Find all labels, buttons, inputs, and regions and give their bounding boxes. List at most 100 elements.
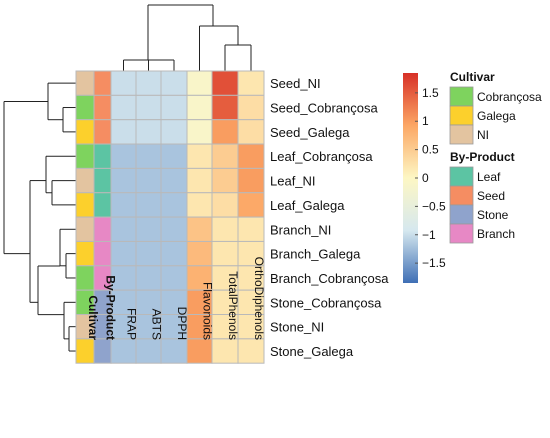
heatmap-cell	[211, 216, 239, 242]
heatmap-cell	[211, 143, 239, 169]
legend-swatch	[449, 124, 474, 145]
heatmap-cell	[186, 192, 213, 218]
annotation-cell	[75, 338, 95, 364]
legend-swatch	[449, 105, 474, 126]
heatmap-cell	[160, 192, 188, 218]
heatmap-cell	[237, 338, 265, 364]
legend-label: Branch	[477, 227, 515, 241]
heatmap-cell	[135, 143, 162, 169]
heatmap-cell	[186, 167, 213, 194]
annotation-cell	[93, 240, 112, 267]
row-label: Stone_Galega	[270, 344, 354, 359]
column-label: OrthoDiphenols	[252, 257, 266, 340]
legend-swatch	[449, 86, 474, 107]
row-labels: Seed_NI Seed_Cobrançosa Seed_Galega Leaf_Co…	[270, 76, 389, 359]
legend-label: Seed	[477, 189, 505, 203]
legend-swatch	[449, 185, 474, 206]
row-label: Branch_Galega	[270, 247, 361, 262]
heatmap-cell	[160, 265, 188, 291]
row-label: Branch_NI	[270, 222, 331, 237]
heatmap-cell	[211, 94, 239, 121]
colorbar-tick-label: −1.5	[422, 256, 446, 270]
heatmap-cell	[237, 143, 265, 169]
legend-label: NI	[477, 128, 489, 142]
annotation-cell	[93, 167, 112, 194]
heatmap-cell	[160, 143, 188, 169]
row-label: Leaf_NI	[270, 174, 316, 189]
heatmap-cell	[186, 216, 213, 242]
legend-label: Stone	[477, 208, 509, 222]
annotation-cell	[75, 216, 95, 242]
annotation-cell	[93, 338, 112, 364]
legend-label: Leaf	[477, 170, 501, 184]
heatmap-cell	[135, 216, 162, 242]
heatmap-cell	[186, 338, 213, 364]
annotation-legends: Cultivar Cobrançosa Galega NI By-Product Leaf…	[449, 70, 542, 244]
heatmap-cell	[211, 265, 239, 291]
annotation-cell	[75, 143, 95, 169]
row-label: Seed_Galega	[270, 125, 350, 140]
legend-label: Galega	[477, 109, 516, 123]
heatmap-cell	[110, 240, 137, 267]
heatmap-cell	[186, 143, 213, 169]
heatmap-cell	[110, 70, 137, 96]
legend-label: Cobrançosa	[477, 90, 542, 104]
annotation-cell	[93, 119, 112, 145]
heatmap-cell	[160, 338, 188, 364]
heatmap-cell	[237, 216, 265, 242]
heatmap-cell	[110, 192, 137, 218]
row-label: Stone_NI	[270, 320, 324, 335]
heatmap-cell	[211, 167, 239, 194]
annotation-cell	[93, 216, 112, 242]
heatmap-cell	[110, 338, 137, 364]
heatmap-cell	[211, 240, 239, 267]
annotation-cell	[75, 192, 95, 218]
legend-swatch	[449, 166, 474, 187]
row-label: Stone_Cobrançosa	[270, 295, 382, 310]
heatmap-cell	[211, 192, 239, 218]
annotation-cell	[93, 143, 112, 169]
heatmap-cell	[211, 70, 239, 96]
colorbar-tick-label: 1	[422, 114, 429, 128]
heatmap-cell	[135, 119, 162, 145]
heatmap-cell	[110, 216, 137, 242]
heatmap-cell	[110, 94, 137, 121]
heatmap-cell	[237, 94, 265, 121]
annotation-cell	[75, 167, 95, 194]
heatmap-cell	[135, 192, 162, 218]
colorbar-tick-label: 0.5	[422, 143, 439, 157]
annotation-cell	[93, 192, 112, 218]
legend-title: Cultivar	[450, 70, 495, 84]
colorbar: 1.5 1 0.5 0 −0.5 −1 −1.5	[403, 73, 446, 283]
annotation-cell	[93, 94, 112, 121]
heatmap-cell	[110, 167, 137, 194]
annotation-cell	[75, 94, 95, 121]
annotation-strips	[75, 70, 112, 364]
annotation-cell	[75, 265, 95, 291]
column-label: FRAP	[125, 308, 139, 340]
heatmap-cell	[160, 216, 188, 242]
legend-swatch	[449, 204, 474, 225]
colorbar-scale	[403, 73, 418, 283]
heatmap-cell	[186, 240, 213, 267]
heatmap-cell	[135, 70, 162, 96]
row-label: Leaf_Cobrançosa	[270, 149, 373, 164]
row-label: Seed_NI	[270, 76, 321, 91]
heatmap-cell	[160, 70, 188, 96]
annotation-cell	[75, 70, 95, 96]
heatmap-cell	[237, 119, 265, 145]
heatmap-cell	[135, 265, 162, 291]
heatmap-cell	[237, 167, 265, 194]
heatmap-cell	[110, 119, 137, 145]
annotation-column-label: By-Product	[104, 275, 118, 340]
heatmap-cell	[186, 119, 213, 145]
row-label: Branch_Cobrançosa	[270, 271, 389, 286]
heatmap-cell	[135, 167, 162, 194]
legend-title: By-Product	[450, 150, 515, 164]
column-labels: Cultivar By-Product FRAP ABTS DPPH Flavonoids…	[86, 257, 266, 341]
heatmap-cell	[160, 119, 188, 145]
row-label: Seed_Cobrançosa	[270, 101, 378, 116]
column-label: TotalPhenols	[226, 271, 240, 340]
annotation-cell	[75, 240, 95, 267]
colorbar-tick-label: −1	[422, 228, 436, 242]
